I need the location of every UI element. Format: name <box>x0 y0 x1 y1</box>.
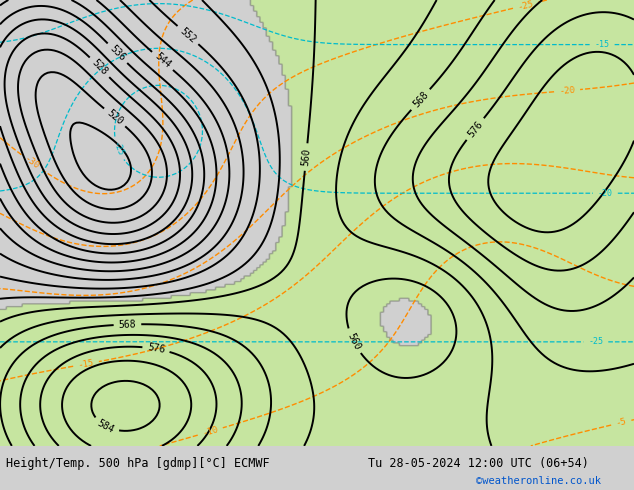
Text: -20: -20 <box>559 86 576 96</box>
Text: -15: -15 <box>595 40 610 49</box>
Text: 520: 520 <box>105 108 125 127</box>
Text: Tu 28-05-2024 12:00 UTC (06+54): Tu 28-05-2024 12:00 UTC (06+54) <box>368 457 588 470</box>
Text: Height/Temp. 500 hPa [gdmp][°C] ECMWF: Height/Temp. 500 hPa [gdmp][°C] ECMWF <box>6 457 270 470</box>
Text: 568: 568 <box>119 319 136 330</box>
Text: 560: 560 <box>346 331 362 351</box>
Text: -30: -30 <box>23 154 41 171</box>
Text: 576: 576 <box>466 119 484 139</box>
Text: 528: 528 <box>90 57 109 77</box>
Text: 536: 536 <box>108 44 127 63</box>
Text: 584: 584 <box>96 417 116 435</box>
Text: -10: -10 <box>201 425 219 438</box>
Text: -25: -25 <box>517 0 534 11</box>
Text: 560: 560 <box>301 148 312 166</box>
Text: -15: -15 <box>77 358 94 370</box>
Text: 568: 568 <box>411 90 430 109</box>
Text: -20: -20 <box>598 189 613 198</box>
Text: 576: 576 <box>146 343 165 355</box>
Text: -25: -25 <box>588 337 604 346</box>
Text: 552: 552 <box>178 25 198 45</box>
Text: -5: -5 <box>615 417 628 428</box>
Text: 544: 544 <box>153 51 172 71</box>
Text: -25: -25 <box>111 140 125 157</box>
Text: ©weatheronline.co.uk: ©weatheronline.co.uk <box>476 476 600 486</box>
